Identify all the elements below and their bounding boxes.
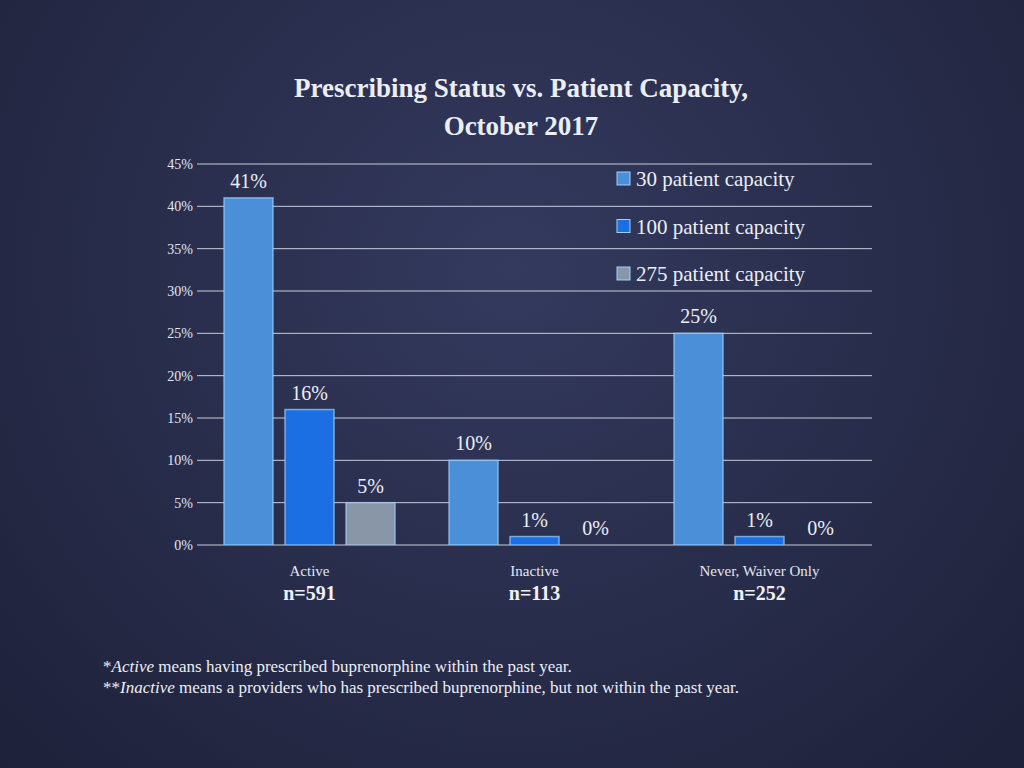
data-label: 41% xyxy=(230,170,267,192)
footnote: *Active means having prescribed buprenor… xyxy=(103,657,572,676)
y-tick-label: 0% xyxy=(174,538,193,553)
y-tick-label: 15% xyxy=(167,411,193,426)
data-label: 25% xyxy=(680,305,717,327)
category-count: n=252 xyxy=(733,582,786,604)
y-tick-label: 40% xyxy=(167,199,193,214)
y-tick-label: 25% xyxy=(167,326,193,341)
title: Prescribing Status vs. Patient Capacity, xyxy=(294,73,748,103)
grid-line xyxy=(197,206,872,207)
x-tick-label: Active xyxy=(290,563,330,579)
grid-line xyxy=(197,164,872,165)
data-label: 16% xyxy=(291,382,328,404)
legend-swatch xyxy=(617,267,630,280)
data-label: 5% xyxy=(357,475,384,497)
footnote-term: Inactive xyxy=(119,678,175,697)
category-count: n=113 xyxy=(509,582,560,604)
data-label: 1% xyxy=(521,509,548,531)
footnote-term: Active xyxy=(111,657,155,676)
bar xyxy=(735,537,784,545)
data-label: 0% xyxy=(807,517,834,539)
bar xyxy=(571,544,620,545)
data-label: 10% xyxy=(455,432,492,454)
grid-line xyxy=(197,333,872,334)
bar xyxy=(510,537,559,545)
legend-label: 100 patient capacity xyxy=(636,215,806,239)
data-label: 1% xyxy=(746,509,773,531)
subtitle: October 2017 xyxy=(444,111,599,141)
y-tick-label: 35% xyxy=(167,242,193,257)
footnote-text: means having prescribed buprenorphine wi… xyxy=(154,657,572,676)
data-label: 0% xyxy=(582,517,609,539)
bars xyxy=(224,198,784,545)
legend-label: 275 patient capacity xyxy=(636,262,806,286)
bar xyxy=(285,410,334,545)
bar xyxy=(224,198,273,545)
legend-swatch xyxy=(617,220,630,233)
footnote-text: means a providers who has prescribed bup… xyxy=(175,678,739,697)
category-count: n=591 xyxy=(283,582,336,604)
grid-line xyxy=(197,291,872,292)
legend: 30 patient capacity 100 patient capacity 2… xyxy=(617,167,806,286)
grid-line xyxy=(197,375,872,376)
legend-label: 30 patient capacity xyxy=(636,167,795,191)
y-tick-label: 20% xyxy=(167,369,193,384)
grid-line xyxy=(197,248,872,249)
y-tick-label: 10% xyxy=(167,453,193,468)
legend-swatch xyxy=(617,172,630,185)
x-tick-label: Never, Waiver Only xyxy=(700,563,820,579)
bar xyxy=(674,333,723,545)
y-tick-label: 45% xyxy=(167,157,193,172)
y-tick-label: 5% xyxy=(174,496,193,511)
footnote-prefix: ** xyxy=(103,678,120,697)
bar xyxy=(796,544,845,545)
footnote: **Inactive means a providers who has pre… xyxy=(103,678,739,697)
footnote-prefix: * xyxy=(103,657,112,676)
bar xyxy=(346,503,395,545)
y-tick-label: 30% xyxy=(167,284,193,299)
data-labels: 41% 10% 25% 16% 1% 1% 5% 0% 0% xyxy=(230,170,834,539)
x-tick-label: Inactive xyxy=(510,563,559,579)
chart: Prescribing Status vs. Patient Capacity,… xyxy=(0,0,1024,768)
bar xyxy=(449,460,498,545)
